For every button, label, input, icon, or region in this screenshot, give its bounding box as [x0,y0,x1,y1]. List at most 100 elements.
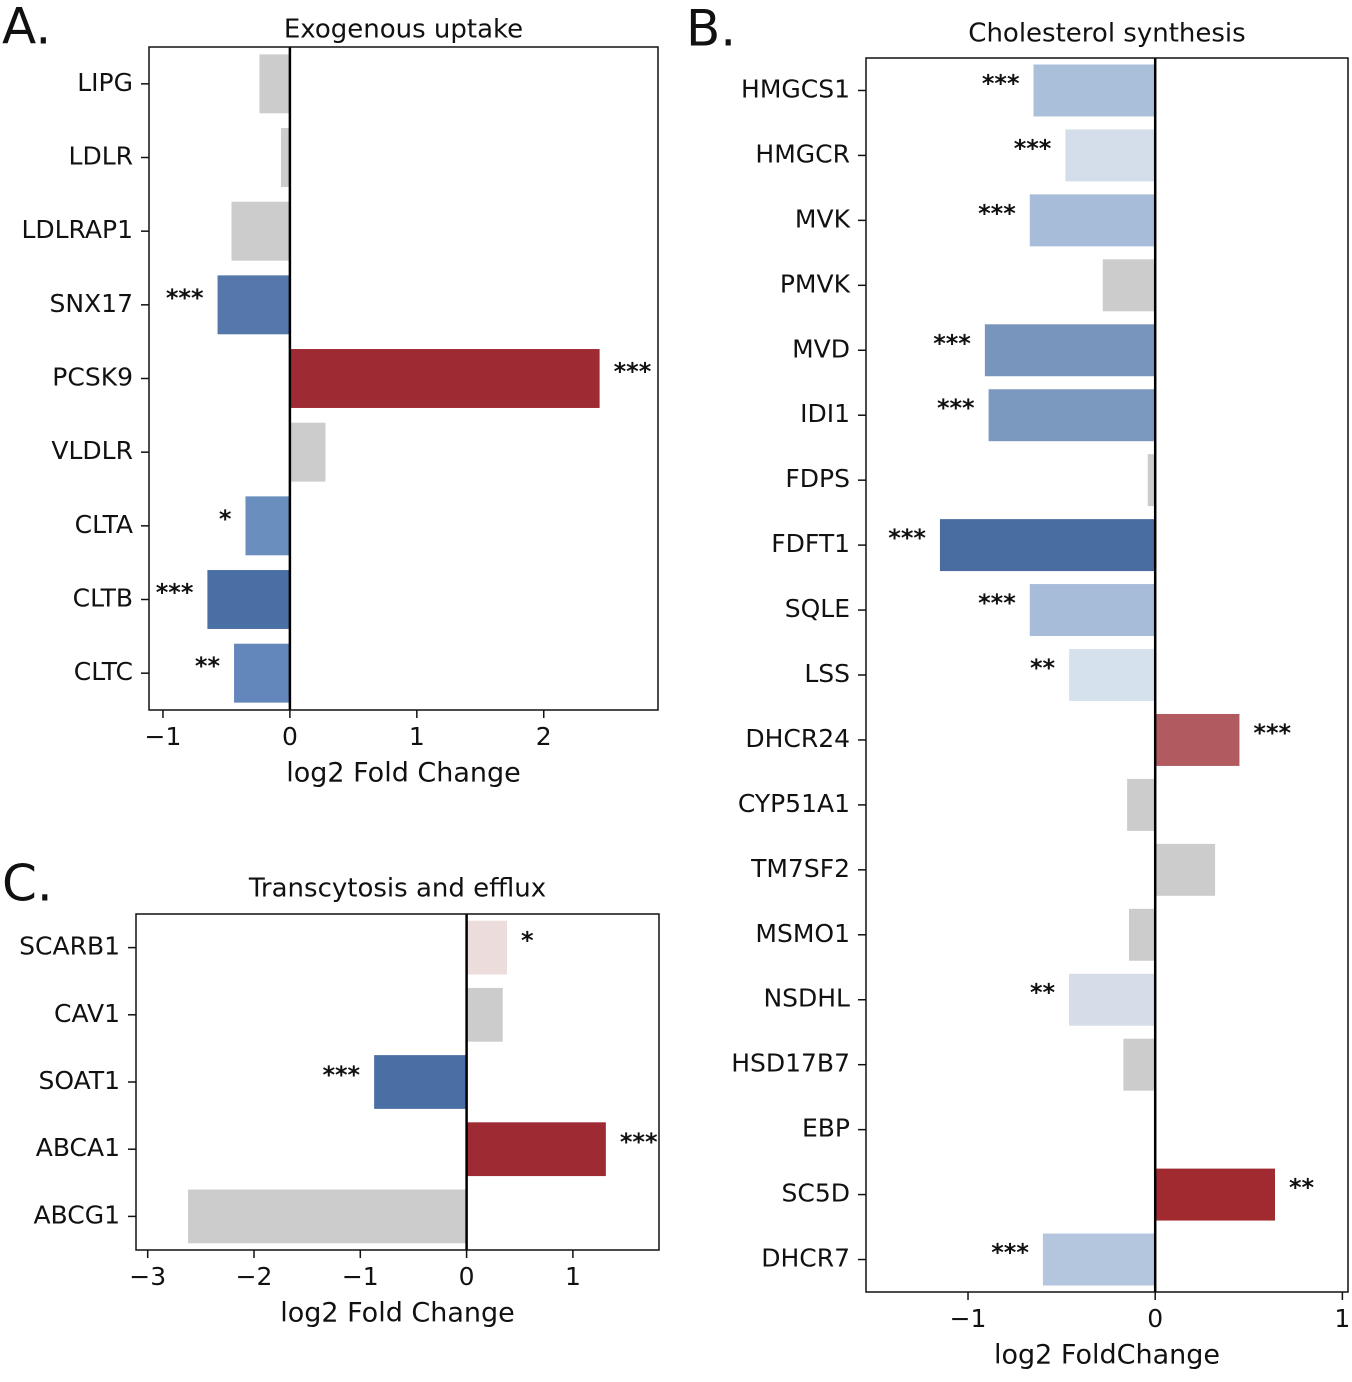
y-tick-label: ABCA1 [36,1133,120,1162]
y-tick-label: SC5D [782,1179,850,1208]
bar [289,349,600,408]
x-tick-label: 2 [536,722,552,751]
y-tick-label: FDPS [785,464,850,493]
panel-label: B. [686,0,736,58]
y-tick-label: CLTC [74,657,133,686]
bar [188,1189,467,1244]
bar [1147,454,1156,507]
panel-label: C. [2,855,53,913]
bar [207,570,290,629]
y-tick-label: DHCR7 [761,1244,850,1273]
x-tick-label: −2 [236,1262,273,1291]
y-tick-label: LIPG [77,68,133,97]
bar [1155,1168,1275,1221]
significance: * [521,927,534,955]
plot-frame [135,913,660,1251]
bar [984,324,1156,377]
significance: *** [156,579,194,607]
bar [1029,584,1156,637]
bar [1123,1038,1156,1091]
significance: *** [614,358,652,386]
y-tick-label: SNX17 [49,289,133,318]
plot-frame [148,46,659,711]
bar [466,987,503,1042]
y-tick-label: ABCG1 [33,1200,120,1229]
bar [466,920,507,975]
y-tick-label: DHCR24 [745,724,850,753]
bar [234,643,290,703]
significance: *** [888,524,926,552]
y-tick-label: HSD17B7 [731,1049,850,1078]
y-tick-label: LSS [804,659,850,688]
x-tick-label: 1 [1334,1304,1350,1333]
significance: ** [195,652,221,680]
x-tick-label: −1 [950,1304,987,1333]
chart-title: Transcytosis and efflux [248,874,546,904]
y-tick-label: CYP51A1 [738,789,850,818]
significance: *** [933,329,971,357]
y-tick-label: PMVK [780,269,851,298]
y-tick-label: LDLRAP1 [21,215,133,244]
x-axis-label: log2 Fold Change [286,758,521,789]
bar [1127,778,1156,831]
bar [281,128,290,187]
bar [289,422,326,482]
panel-label: A. [2,0,51,56]
x-tick-label: 0 [282,722,298,751]
significance: *** [978,589,1016,617]
y-tick-label: MSMO1 [755,919,850,948]
x-tick-label: −3 [129,1262,166,1291]
bar [217,275,290,335]
x-axis-label: log2 Fold Change [280,1298,515,1329]
y-tick-label: SCARB1 [19,932,120,961]
y-tick-label: NSDHL [763,984,850,1013]
y-tick-label: SOAT1 [39,1066,120,1095]
bar [1155,843,1216,896]
x-tick-label: 0 [459,1262,475,1291]
bar [1029,194,1156,247]
plot-frame [865,57,1349,1293]
bar [1042,1233,1156,1286]
x-tick-label: 1 [409,722,425,751]
bar [1155,713,1240,766]
x-tick-label: 0 [1147,1304,1163,1333]
y-tick-label: LDLR [69,142,133,171]
significance: *** [1014,134,1052,162]
y-tick-label: CLTA [75,510,133,539]
x-tick-label: −1 [342,1262,379,1291]
significance: ** [1030,654,1056,682]
y-tick-label: VLDLR [51,436,133,465]
significance: *** [978,199,1016,227]
bar [1069,973,1156,1026]
bar [1065,129,1156,182]
x-axis-label: log2 FoldChange [994,1340,1220,1371]
significance: ** [1030,979,1056,1007]
significance: *** [982,69,1020,97]
bar [231,201,290,261]
y-tick-label: PCSK9 [52,363,133,392]
y-tick-label: MVD [792,334,850,363]
y-tick-label: HMGCS1 [741,74,850,103]
significance: ** [1289,1174,1315,1202]
bar [988,389,1156,442]
significance: *** [166,284,204,312]
bar [1128,908,1156,961]
y-tick-label: HMGCR [755,139,850,168]
chart-title: Cholesterol synthesis [968,19,1245,49]
bar [939,519,1156,572]
y-tick-label: EBP [802,1114,850,1143]
y-tick-label: SQLE [785,594,850,623]
significance: *** [937,394,975,422]
x-tick-label: −1 [145,722,182,751]
y-tick-label: TM7SF2 [750,854,850,883]
x-tick-label: 1 [565,1262,581,1291]
y-tick-label: FDFT1 [771,529,850,558]
y-tick-label: CAV1 [54,999,120,1028]
chart-title: Exogenous uptake [284,15,523,45]
bar [466,1122,606,1177]
bar [1069,649,1156,701]
significance: *** [620,1128,658,1156]
y-tick-label: IDI1 [800,399,850,428]
significance: *** [991,1239,1029,1267]
significance: *** [1253,719,1291,747]
